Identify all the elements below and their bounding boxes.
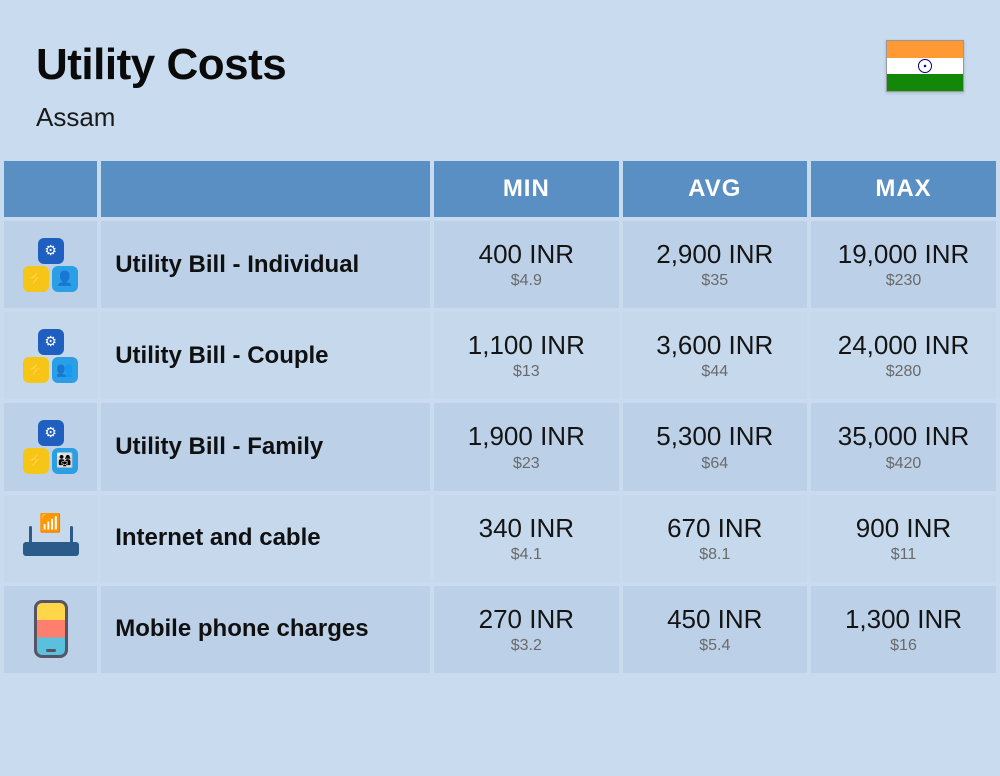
val-secondary: $23 <box>446 455 606 473</box>
val-secondary: $5.4 <box>635 637 795 655</box>
val-secondary: $230 <box>823 272 984 290</box>
utility-couple-icon: ⚙ ⚡ 👥 <box>10 329 91 383</box>
val-primary: 3,600 INR <box>635 330 795 361</box>
utility-family-icon: ⚙ ⚡ 👨‍👩‍👧 <box>10 420 91 474</box>
table-row: Mobile phone charges 270 INR $3.2 450 IN… <box>4 586 996 673</box>
row-label: Utility Bill - Couple <box>101 312 430 399</box>
val-secondary: $8.1 <box>635 546 795 564</box>
table-row: ⚙ ⚡ 👥 Utility Bill - Couple 1,100 INR $1… <box>4 312 996 399</box>
val-primary: 400 INR <box>446 239 606 270</box>
table-header-row: MIN AVG MAX <box>4 161 996 217</box>
val-secondary: $16 <box>823 637 984 655</box>
cell-max: 900 INR $11 <box>811 495 996 582</box>
header-blank-label <box>101 161 430 217</box>
val-secondary: $35 <box>635 272 795 290</box>
val-primary: 19,000 INR <box>823 239 984 270</box>
cell-avg: 670 INR $8.1 <box>623 495 807 582</box>
val-primary: 270 INR <box>446 604 606 635</box>
val-primary: 24,000 INR <box>823 330 984 361</box>
col-min: MIN <box>434 161 618 217</box>
val-secondary: $11 <box>823 546 984 564</box>
col-max: MAX <box>811 161 996 217</box>
page-subtitle: Assam <box>36 102 286 133</box>
row-label: Internet and cable <box>101 495 430 582</box>
cell-max: 1,300 INR $16 <box>811 586 996 673</box>
table-row: 📶 Internet and cable 340 INR $4.1 670 IN… <box>4 495 996 582</box>
val-primary: 1,300 INR <box>823 604 984 635</box>
val-secondary: $13 <box>446 363 606 381</box>
router-icon: 📶 <box>21 514 81 562</box>
cell-avg: 3,600 INR $44 <box>623 312 807 399</box>
row-label: Utility Bill - Family <box>101 403 430 490</box>
row-icon-cell: 📶 <box>4 495 97 582</box>
val-primary: 2,900 INR <box>635 239 795 270</box>
titles: Utility Costs Assam <box>36 40 286 133</box>
row-icon-cell: ⚙ ⚡ 👥 <box>4 312 97 399</box>
cell-min: 1,900 INR $23 <box>434 403 618 490</box>
row-icon-cell: ⚙ ⚡ 👨‍👩‍👧 <box>4 403 97 490</box>
val-primary: 5,300 INR <box>635 421 795 452</box>
val-primary: 1,900 INR <box>446 421 606 452</box>
row-icon-cell <box>4 586 97 673</box>
val-secondary: $420 <box>823 455 984 473</box>
val-secondary: $64 <box>635 455 795 473</box>
cell-max: 35,000 INR $420 <box>811 403 996 490</box>
val-primary: 35,000 INR <box>823 421 984 452</box>
cell-avg: 2,900 INR $35 <box>623 221 807 308</box>
page-title: Utility Costs <box>36 40 286 90</box>
smartphone-icon <box>34 600 68 658</box>
cell-max: 19,000 INR $230 <box>811 221 996 308</box>
cell-min: 1,100 INR $13 <box>434 312 618 399</box>
val-primary: 450 INR <box>635 604 795 635</box>
row-label: Utility Bill - Individual <box>101 221 430 308</box>
table-row: ⚙ ⚡ 👨‍👩‍👧 Utility Bill - Family 1,900 IN… <box>4 403 996 490</box>
header: Utility Costs Assam <box>0 0 1000 157</box>
val-secondary: $4.9 <box>446 272 606 290</box>
utility-costs-table: MIN AVG MAX ⚙ ⚡ 👤 Utility Bill - Individ… <box>0 157 1000 677</box>
row-label: Mobile phone charges <box>101 586 430 673</box>
utility-individual-icon: ⚙ ⚡ 👤 <box>10 238 91 292</box>
cell-avg: 5,300 INR $64 <box>623 403 807 490</box>
cell-avg: 450 INR $5.4 <box>623 586 807 673</box>
val-primary: 900 INR <box>823 513 984 544</box>
cell-min: 270 INR $3.2 <box>434 586 618 673</box>
header-blank-icon <box>4 161 97 217</box>
cell-max: 24,000 INR $280 <box>811 312 996 399</box>
val-primary: 1,100 INR <box>446 330 606 361</box>
cell-min: 340 INR $4.1 <box>434 495 618 582</box>
val-primary: 340 INR <box>446 513 606 544</box>
val-secondary: $4.1 <box>446 546 606 564</box>
val-secondary: $3.2 <box>446 637 606 655</box>
val-secondary: $44 <box>635 363 795 381</box>
india-flag-icon <box>886 40 964 92</box>
val-primary: 670 INR <box>635 513 795 544</box>
row-icon-cell: ⚙ ⚡ 👤 <box>4 221 97 308</box>
cell-min: 400 INR $4.9 <box>434 221 618 308</box>
table-row: ⚙ ⚡ 👤 Utility Bill - Individual 400 INR … <box>4 221 996 308</box>
val-secondary: $280 <box>823 363 984 381</box>
col-avg: AVG <box>623 161 807 217</box>
